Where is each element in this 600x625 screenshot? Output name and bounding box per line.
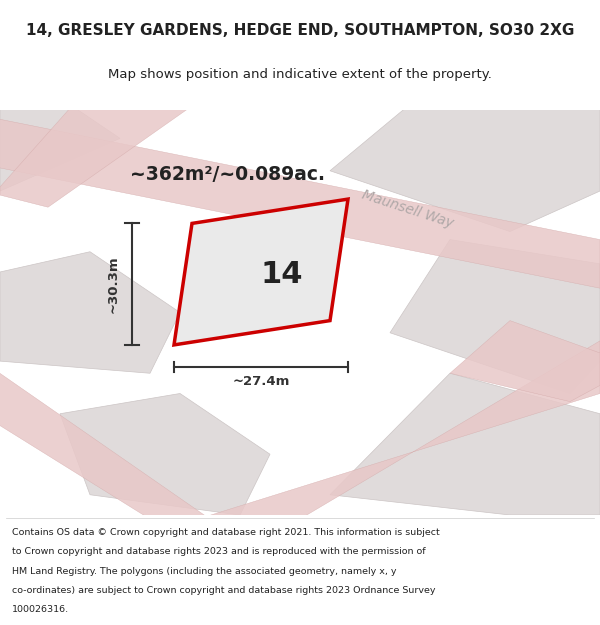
Text: 100026316.: 100026316.: [12, 605, 69, 614]
Polygon shape: [0, 252, 180, 373]
Text: to Crown copyright and database rights 2023 and is reproduced with the permissio: to Crown copyright and database rights 2…: [12, 548, 425, 556]
Polygon shape: [0, 369, 210, 519]
Text: Contains OS data © Crown copyright and database right 2021. This information is : Contains OS data © Crown copyright and d…: [12, 528, 440, 538]
Polygon shape: [60, 394, 270, 515]
Text: 14, GRESLEY GARDENS, HEDGE END, SOUTHAMPTON, SO30 2XG: 14, GRESLEY GARDENS, HEDGE END, SOUTHAMP…: [26, 23, 574, 38]
Text: ~27.4m: ~27.4m: [232, 375, 290, 388]
Polygon shape: [0, 106, 120, 191]
Polygon shape: [0, 118, 600, 288]
Text: Maunsell Way: Maunsell Way: [361, 188, 455, 231]
Polygon shape: [198, 341, 600, 519]
Polygon shape: [0, 106, 192, 208]
Text: ~30.3m: ~30.3m: [106, 256, 119, 313]
Text: Map shows position and indicative extent of the property.: Map shows position and indicative extent…: [108, 68, 492, 81]
Polygon shape: [330, 106, 600, 231]
Text: 14: 14: [261, 259, 303, 289]
Polygon shape: [174, 199, 348, 345]
Polygon shape: [330, 373, 600, 515]
Polygon shape: [390, 239, 600, 394]
Text: co-ordinates) are subject to Crown copyright and database rights 2023 Ordnance S: co-ordinates) are subject to Crown copyr…: [12, 586, 436, 595]
Polygon shape: [450, 321, 600, 402]
Text: HM Land Registry. The polygons (including the associated geometry, namely x, y: HM Land Registry. The polygons (includin…: [12, 567, 397, 576]
Text: ~362m²/~0.089ac.: ~362m²/~0.089ac.: [131, 165, 325, 184]
